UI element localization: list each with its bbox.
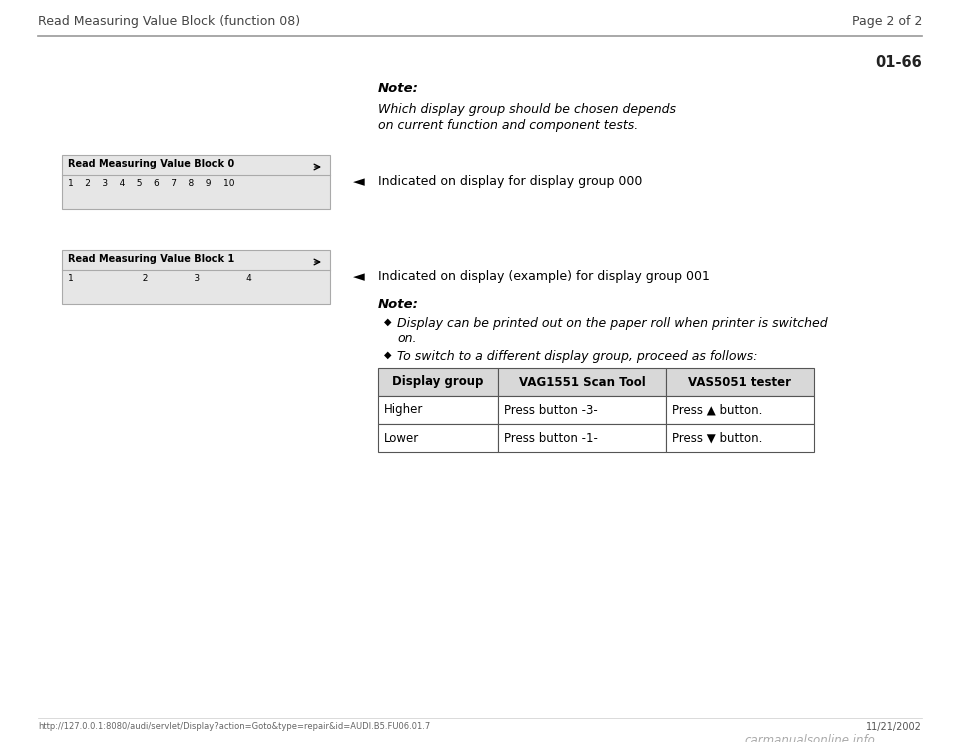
Bar	[666, 424, 814, 452]
Text: on current function and component tests.: on current function and component tests.	[378, 119, 638, 132]
Bar	[62, 250, 330, 304]
Bar	[378, 396, 498, 424]
Text: To switch to a different display group, proceed as follows:: To switch to a different display group, …	[397, 350, 757, 363]
Text: Read Measuring Value Block (function 08): Read Measuring Value Block (function 08)	[38, 15, 300, 28]
Text: Read Measuring Value Block 0: Read Measuring Value Block 0	[68, 159, 234, 169]
Text: Display group: Display group	[393, 375, 484, 389]
Text: carmanualsonline.info: carmanualsonline.info	[745, 734, 876, 742]
Text: Page 2 of 2: Page 2 of 2	[852, 15, 922, 28]
Text: ◄: ◄	[353, 269, 365, 284]
Text: ◆: ◆	[384, 317, 392, 327]
Text: Press button -1-: Press button -1-	[504, 432, 598, 444]
Bar	[498, 368, 666, 396]
Text: http://127.0.0.1:8080/audi/servlet/Display?action=Goto&type=repair&id=AUDI.B5.FU: http://127.0.0.1:8080/audi/servlet/Displ…	[38, 722, 430, 731]
Text: Indicated on display for display group 000: Indicated on display for display group 0…	[378, 175, 642, 188]
Text: Press ▲ button.: Press ▲ button.	[672, 404, 762, 416]
Text: 01-66: 01-66	[876, 55, 922, 70]
Bar	[378, 424, 498, 452]
Text: Note:: Note:	[378, 82, 419, 95]
Text: Lower: Lower	[384, 432, 420, 444]
Text: 1    2    3    4    5    6    7    8    9    10: 1 2 3 4 5 6 7 8 9 10	[68, 179, 234, 188]
Bar	[378, 368, 498, 396]
Bar	[498, 396, 666, 424]
Bar	[666, 396, 814, 424]
Text: 11/21/2002: 11/21/2002	[866, 722, 922, 732]
Bar	[62, 155, 330, 209]
Text: Indicated on display (example) for display group 001: Indicated on display (example) for displ…	[378, 270, 709, 283]
Text: Higher: Higher	[384, 404, 423, 416]
Bar	[666, 368, 814, 396]
Text: VAS5051 tester: VAS5051 tester	[688, 375, 791, 389]
Text: Press ▼ button.: Press ▼ button.	[672, 432, 762, 444]
Text: Press button -3-: Press button -3-	[504, 404, 598, 416]
Text: Read Measuring Value Block 1: Read Measuring Value Block 1	[68, 254, 234, 264]
Text: VAG1551 Scan Tool: VAG1551 Scan Tool	[518, 375, 645, 389]
Text: Which display group should be chosen depends: Which display group should be chosen dep…	[378, 103, 676, 116]
Text: ◄: ◄	[353, 174, 365, 189]
Bar	[498, 424, 666, 452]
Text: Note:: Note:	[378, 298, 419, 311]
Text: ◆: ◆	[384, 350, 392, 360]
Text: on.: on.	[397, 332, 417, 345]
Text: Display can be printed out on the paper roll when printer is switched: Display can be printed out on the paper …	[397, 317, 828, 330]
Text: 1                        2                3                4: 1 2 3 4	[68, 274, 252, 283]
